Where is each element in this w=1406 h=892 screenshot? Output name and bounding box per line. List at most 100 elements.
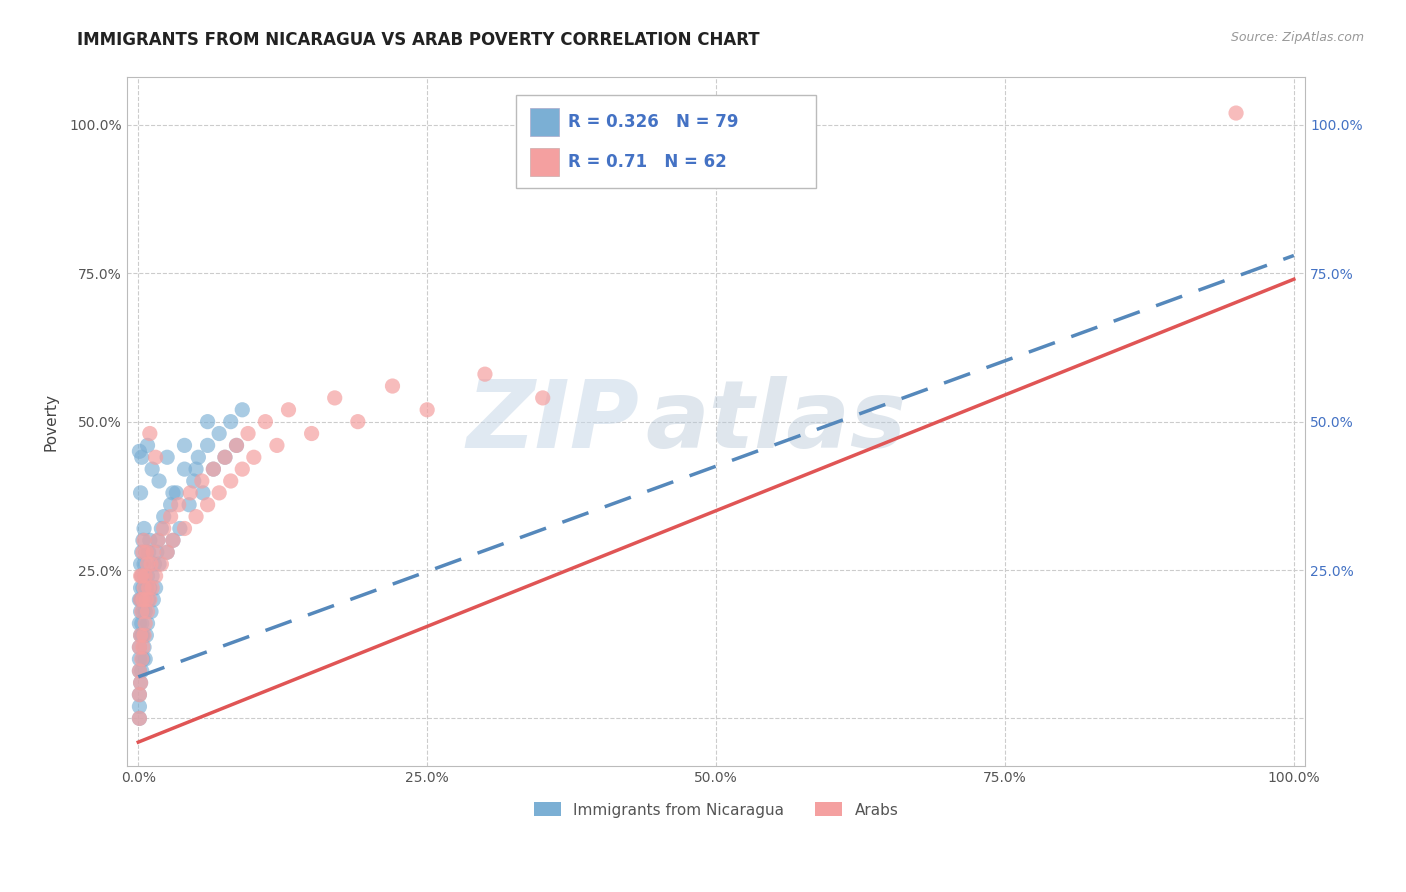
Point bbox=[139, 605, 162, 619]
Point bbox=[145, 450, 167, 465]
Point bbox=[138, 545, 160, 559]
Point bbox=[142, 592, 165, 607]
Point bbox=[173, 521, 195, 535]
Text: R = 0.326   N = 79: R = 0.326 N = 79 bbox=[568, 113, 738, 131]
Point bbox=[145, 545, 167, 559]
Point bbox=[129, 486, 152, 500]
Point bbox=[132, 628, 155, 642]
Point bbox=[128, 688, 150, 702]
Point bbox=[131, 664, 153, 678]
Point bbox=[219, 474, 242, 488]
Point bbox=[191, 486, 214, 500]
Point bbox=[146, 533, 169, 548]
Point bbox=[150, 521, 173, 535]
Point bbox=[141, 462, 163, 476]
Point bbox=[152, 509, 174, 524]
Text: IMMIGRANTS FROM NICARAGUA VS ARAB POVERTY CORRELATION CHART: IMMIGRANTS FROM NICARAGUA VS ARAB POVERT… bbox=[77, 31, 761, 49]
Point bbox=[131, 569, 153, 583]
Legend: Immigrants from Nicaragua, Arabs: Immigrants from Nicaragua, Arabs bbox=[527, 797, 904, 823]
Point bbox=[179, 498, 201, 512]
Point bbox=[128, 699, 150, 714]
Point bbox=[197, 415, 219, 429]
Point bbox=[128, 711, 150, 725]
Point bbox=[128, 592, 150, 607]
Point bbox=[132, 545, 155, 559]
Point bbox=[187, 450, 209, 465]
Point bbox=[135, 592, 157, 607]
Point bbox=[173, 438, 195, 452]
Point bbox=[139, 592, 162, 607]
Point bbox=[152, 521, 174, 535]
Point bbox=[129, 569, 152, 583]
Point bbox=[183, 474, 205, 488]
Bar bbox=[530, 109, 560, 136]
Point bbox=[156, 545, 179, 559]
Point bbox=[197, 438, 219, 452]
Point bbox=[143, 557, 166, 571]
Point bbox=[139, 581, 162, 595]
Point bbox=[162, 533, 184, 548]
Point bbox=[132, 640, 155, 655]
Point bbox=[129, 628, 152, 642]
Point bbox=[150, 557, 173, 571]
Point bbox=[231, 462, 253, 476]
Point bbox=[132, 605, 155, 619]
Point bbox=[301, 426, 323, 441]
Point bbox=[131, 652, 153, 666]
Point bbox=[129, 581, 152, 595]
Point bbox=[162, 486, 184, 500]
Point bbox=[236, 426, 259, 441]
Point bbox=[208, 486, 231, 500]
Point bbox=[138, 592, 160, 607]
Point bbox=[214, 450, 236, 465]
Point bbox=[277, 402, 299, 417]
Point bbox=[225, 438, 247, 452]
Point bbox=[191, 474, 214, 488]
Point bbox=[173, 462, 195, 476]
Point bbox=[132, 533, 155, 548]
Point bbox=[128, 664, 150, 678]
Point bbox=[132, 592, 155, 607]
Point bbox=[381, 379, 404, 393]
Point bbox=[131, 569, 153, 583]
Point bbox=[129, 592, 152, 607]
Point bbox=[347, 415, 370, 429]
Point bbox=[135, 581, 157, 595]
Point bbox=[129, 675, 152, 690]
Point bbox=[231, 402, 253, 417]
Point bbox=[184, 509, 207, 524]
Point bbox=[266, 438, 288, 452]
Point bbox=[134, 569, 156, 583]
Point bbox=[416, 402, 439, 417]
Point bbox=[531, 391, 554, 405]
Point bbox=[141, 569, 163, 583]
Point bbox=[136, 557, 159, 571]
Point bbox=[129, 592, 152, 607]
Point bbox=[208, 426, 231, 441]
Point bbox=[139, 533, 162, 548]
Point bbox=[128, 711, 150, 725]
Point bbox=[1225, 106, 1247, 120]
Text: atlas: atlas bbox=[645, 376, 907, 467]
Text: R = 0.71   N = 62: R = 0.71 N = 62 bbox=[568, 153, 727, 170]
Point bbox=[142, 545, 165, 559]
Point bbox=[243, 450, 266, 465]
Point bbox=[129, 605, 152, 619]
Point bbox=[128, 640, 150, 655]
FancyBboxPatch shape bbox=[516, 95, 817, 187]
Point bbox=[146, 533, 169, 548]
Point bbox=[131, 545, 153, 559]
Point bbox=[132, 533, 155, 548]
Point bbox=[131, 450, 153, 465]
Point bbox=[323, 391, 346, 405]
Point bbox=[134, 569, 156, 583]
Point bbox=[132, 640, 155, 655]
Point bbox=[128, 664, 150, 678]
Point bbox=[214, 450, 236, 465]
Point bbox=[131, 605, 153, 619]
Point bbox=[159, 498, 181, 512]
Point bbox=[202, 462, 225, 476]
Point bbox=[156, 450, 179, 465]
Point bbox=[128, 652, 150, 666]
Point bbox=[156, 545, 179, 559]
